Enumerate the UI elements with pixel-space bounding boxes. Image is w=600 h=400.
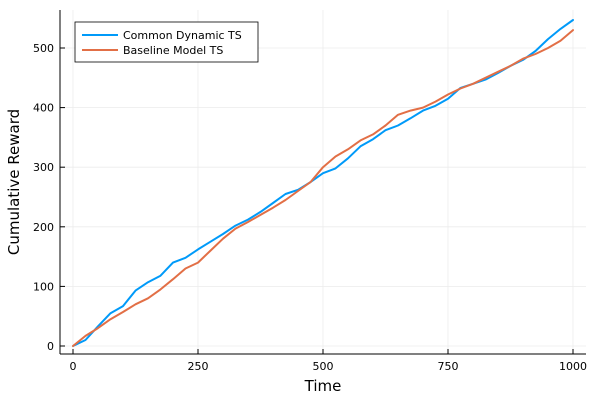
legend-label-common-dynamic-ts: Common Dynamic TS xyxy=(123,29,242,42)
legend-box xyxy=(74,21,259,63)
x-tick-label: 250 xyxy=(188,360,209,373)
x-tick-label: 500 xyxy=(313,360,334,373)
legend: Common Dynamic TS Baseline Model TS xyxy=(74,21,259,63)
x-tick-label: 1000 xyxy=(559,360,587,373)
x-tick-label: 0 xyxy=(70,360,77,373)
y-tick-label: 300 xyxy=(33,161,54,174)
x-tick-label: 750 xyxy=(438,360,459,373)
x-ticks: 0 250 500 750 1000 xyxy=(70,349,587,373)
series-line-baseline-model-ts xyxy=(72,29,574,347)
y-tick-label: 400 xyxy=(33,102,54,115)
y-tick-label: 500 xyxy=(33,42,54,55)
y-tick-label: 100 xyxy=(33,280,54,293)
y-tick-label: 200 xyxy=(33,221,54,234)
y-tick-label: 0 xyxy=(47,340,54,353)
x-axis-label: Time xyxy=(304,377,342,395)
legend-label-baseline-model-ts: Baseline Model TS xyxy=(123,44,223,57)
series-layer xyxy=(72,19,574,347)
y-ticks: 0 100 200 300 400 500 xyxy=(33,42,65,353)
series-line-common-dynamic-ts xyxy=(72,19,574,347)
y-axis-label: Cumulative Reward xyxy=(5,109,23,255)
